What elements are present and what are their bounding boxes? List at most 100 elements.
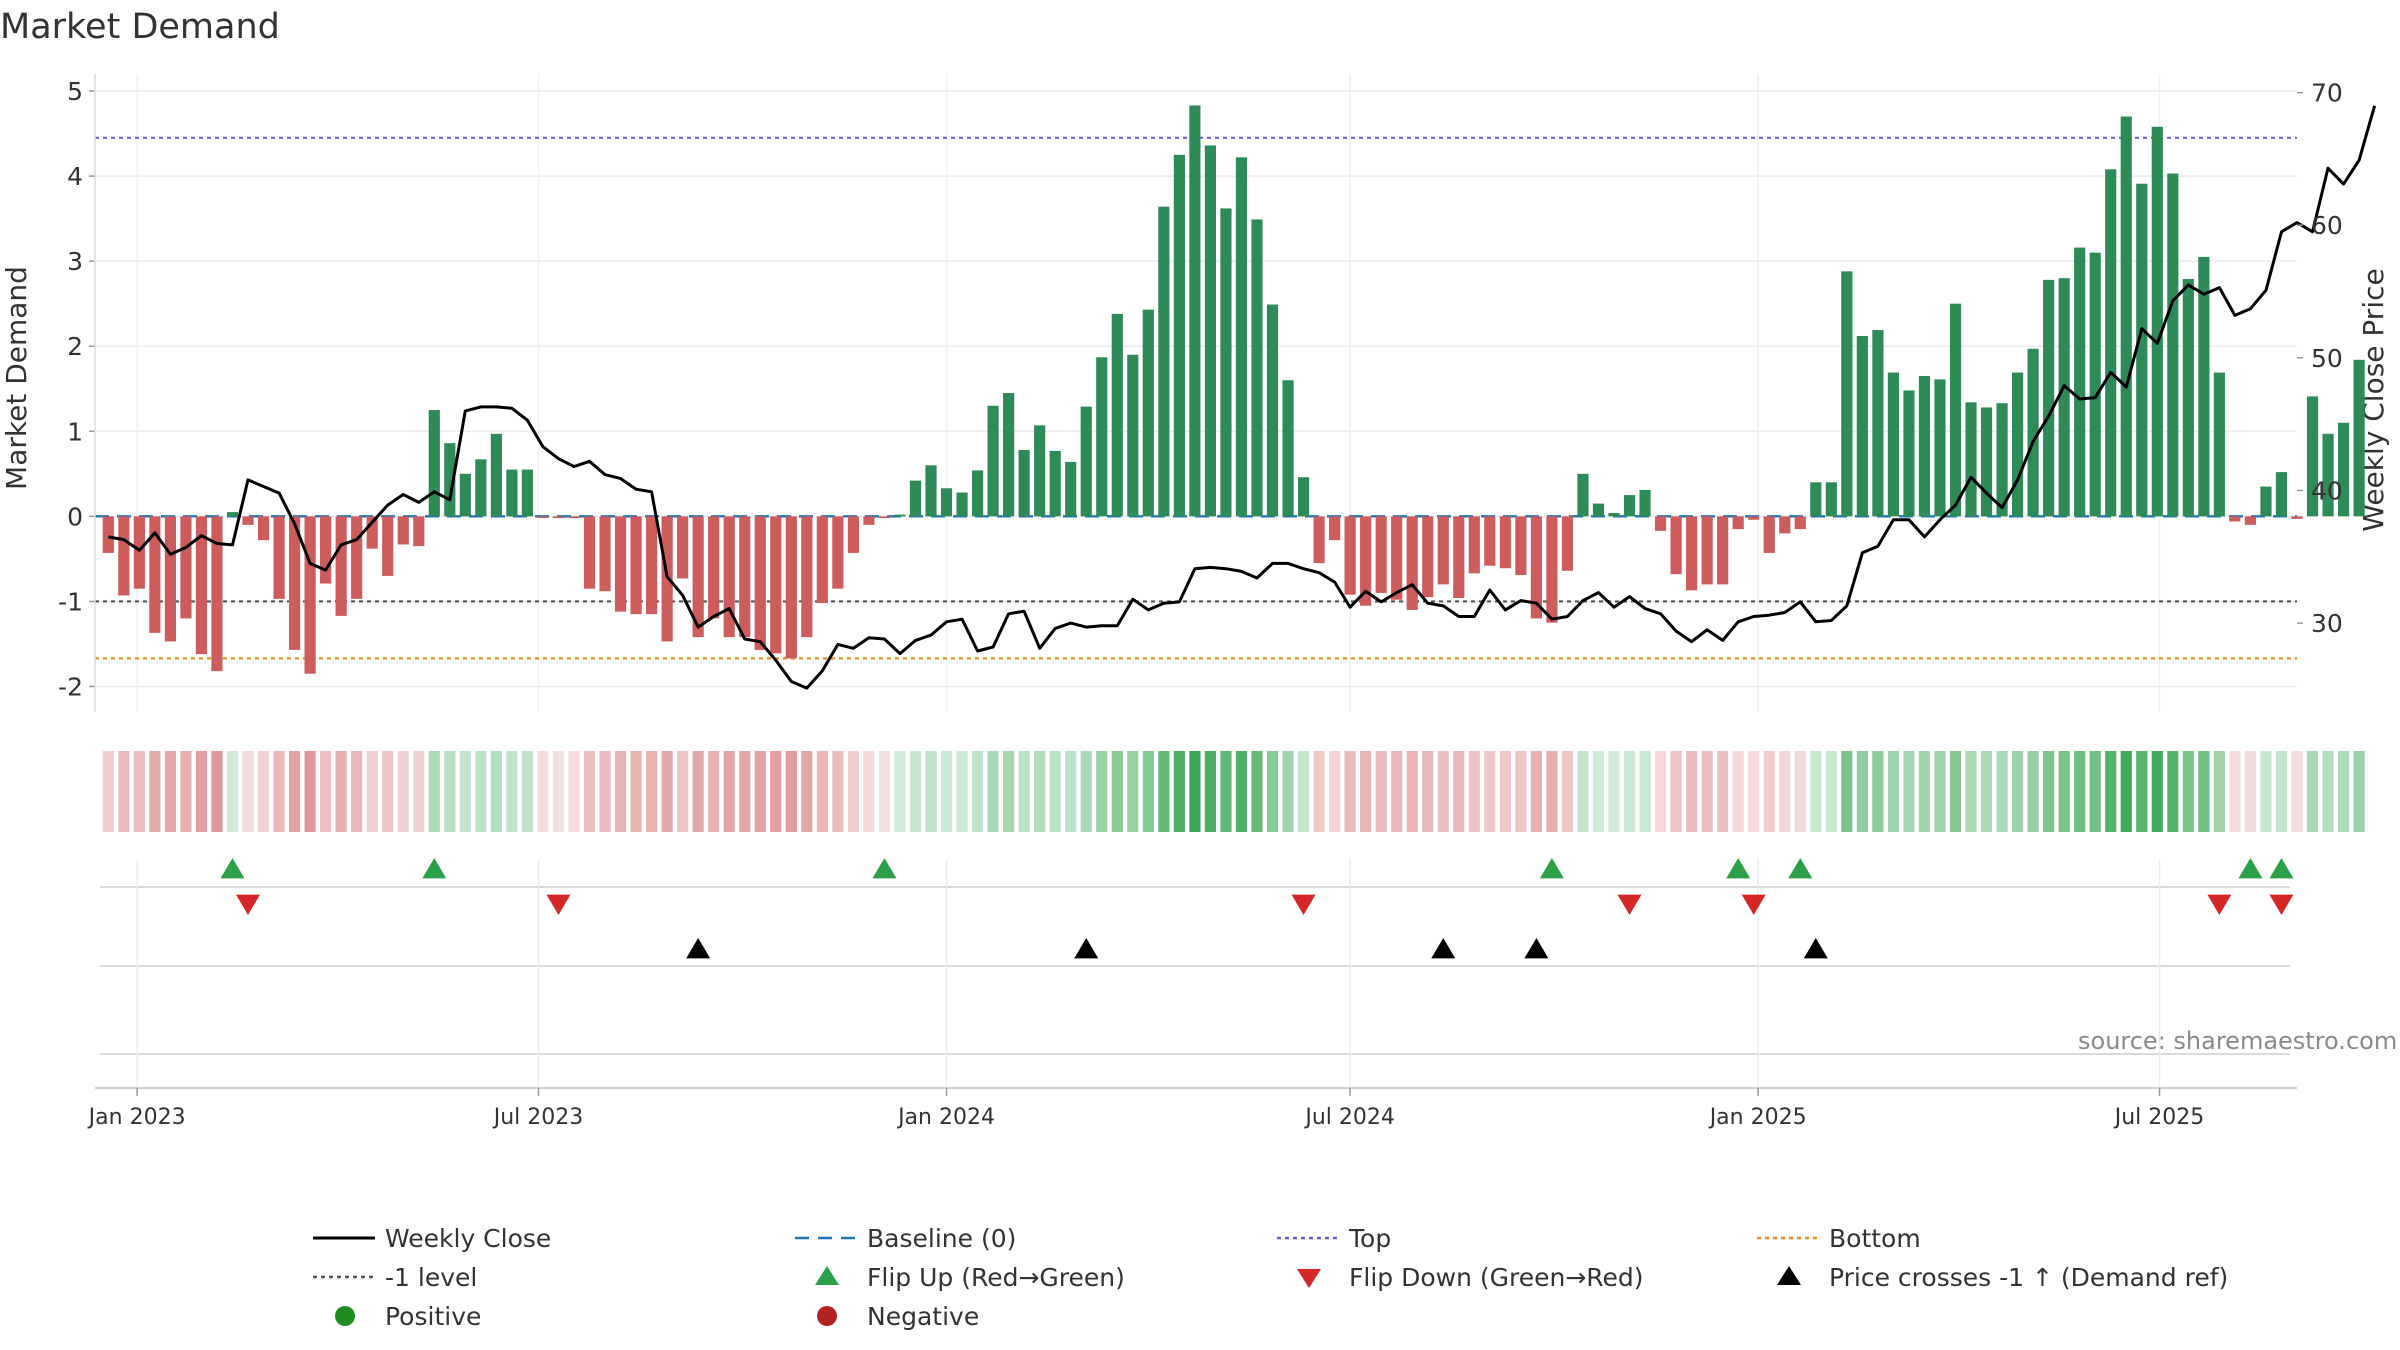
demand-bar <box>351 516 363 599</box>
demand-bar <box>2105 169 2117 517</box>
demand-bar <box>2058 278 2070 517</box>
demand-bar <box>1670 516 1682 575</box>
demand-bar <box>382 516 394 576</box>
demand-bar <box>1856 336 1868 517</box>
demand-bar <box>2291 516 2303 519</box>
demand-bar <box>2322 433 2334 517</box>
heat-cell <box>490 751 502 832</box>
heat-cell <box>1313 751 1325 832</box>
demand-bar <box>1934 379 1946 517</box>
heat-cell <box>1266 751 1279 832</box>
flip-up-marker <box>220 858 245 879</box>
demand-bar <box>413 516 425 547</box>
flip-down-marker <box>2207 894 2232 915</box>
flip-down-marker <box>546 894 571 915</box>
demand-bar <box>1515 516 1527 576</box>
heat-cell <box>211 751 223 832</box>
heat-cell <box>2229 751 2241 832</box>
demand-bar <box>1639 489 1651 517</box>
demand-bar <box>1360 516 1372 606</box>
heat-cell <box>568 751 580 832</box>
demand-bar <box>2027 348 2039 517</box>
heat-cell <box>1980 751 1993 832</box>
demand-bar <box>1251 219 1263 517</box>
heat-cell <box>195 751 208 832</box>
demand-bar <box>1701 516 1713 585</box>
y-tick-label-left: 0 <box>67 502 83 531</box>
flip-down-marker <box>2269 894 2294 915</box>
legend-swatch-triangle-up <box>1777 1266 1801 1285</box>
demand-bar <box>1686 516 1698 591</box>
legend-item: Positive <box>335 1302 481 1331</box>
heat-cell <box>599 751 611 832</box>
heat-cell <box>583 751 596 832</box>
heat-cell <box>1049 751 1061 832</box>
heat-cell <box>1546 751 1558 832</box>
heat-cell <box>413 751 425 832</box>
price-cross-marker <box>686 938 711 959</box>
heat-cell <box>1561 751 1574 832</box>
demand-bar <box>1282 380 1294 517</box>
heat-cell <box>118 751 130 832</box>
demand-bar <box>1608 512 1620 517</box>
demand-bar <box>1654 516 1667 531</box>
demand-bar <box>1623 495 1636 517</box>
heat-cell <box>2291 751 2303 832</box>
demand-bar <box>2089 252 2101 517</box>
heat-cell <box>723 751 735 832</box>
heat-cell <box>1282 751 1294 832</box>
x-tick-label: Jan 2023 <box>87 1105 186 1130</box>
demand-bar <box>1158 206 1170 517</box>
heat-cell <box>1453 751 1465 832</box>
heat-cell <box>1251 751 1263 832</box>
heat-cell <box>646 751 658 832</box>
heat-cell <box>366 751 378 832</box>
demand-bar <box>723 516 735 638</box>
y-tick-label-right: 30 <box>2311 609 2343 638</box>
heat-cell <box>1018 751 1030 832</box>
x-tick-label: Jan 2024 <box>896 1105 995 1130</box>
price-cross-marker <box>1431 938 1456 959</box>
demand-bar <box>1220 208 1232 517</box>
y-tick-label-left: 4 <box>67 162 83 191</box>
heat-cell <box>956 751 968 832</box>
heat-cell <box>1080 751 1092 832</box>
heat-cell <box>1142 751 1154 832</box>
demand-bar <box>1065 461 1077 517</box>
heat-cell <box>288 751 301 832</box>
heat-cell <box>2058 751 2070 832</box>
legend-item: Flip Down (Green→Red) <box>1297 1263 1644 1292</box>
demand-bar <box>459 473 471 517</box>
heat-cell <box>1934 751 1946 832</box>
heat-cell <box>1701 751 1713 832</box>
heat-cell <box>2213 751 2225 832</box>
heat-cell <box>1406 751 1418 832</box>
heat-cell <box>2306 751 2319 832</box>
heat-cell <box>1344 751 1356 832</box>
heat-cell <box>614 751 627 832</box>
heat-cell <box>382 751 394 832</box>
heat-cell <box>1065 751 1077 832</box>
demand-bar <box>1965 402 1977 517</box>
demand-bar <box>2120 116 2132 517</box>
demand-bar <box>2074 247 2086 517</box>
demand-bar <box>273 516 285 599</box>
heat-cell <box>863 751 875 832</box>
heat-cell <box>257 751 270 832</box>
heat-cell <box>242 751 254 832</box>
heat-cell <box>180 751 192 832</box>
price-cross-marker <box>1803 938 1828 959</box>
legend-swatch-circle <box>335 1306 355 1326</box>
legend-label: Flip Up (Red→Green) <box>867 1263 1125 1292</box>
heat-cell <box>164 751 176 832</box>
demand-bar <box>1825 482 1837 517</box>
heat-cell <box>506 751 518 832</box>
demand-bar <box>1111 313 1123 517</box>
legend-swatch-triangle-down <box>1297 1269 1321 1288</box>
heat-cell <box>677 751 689 832</box>
legend-item: Price crosses -1 ↑ (Demand ref) <box>1777 1263 2228 1292</box>
heat-cell <box>1841 751 1853 832</box>
demand-bar <box>1949 303 1962 517</box>
legend: Weekly Close Baseline (0) Top Bottom -1 leve… <box>313 1224 2228 1331</box>
legend-label: Baseline (0) <box>867 1224 1016 1253</box>
